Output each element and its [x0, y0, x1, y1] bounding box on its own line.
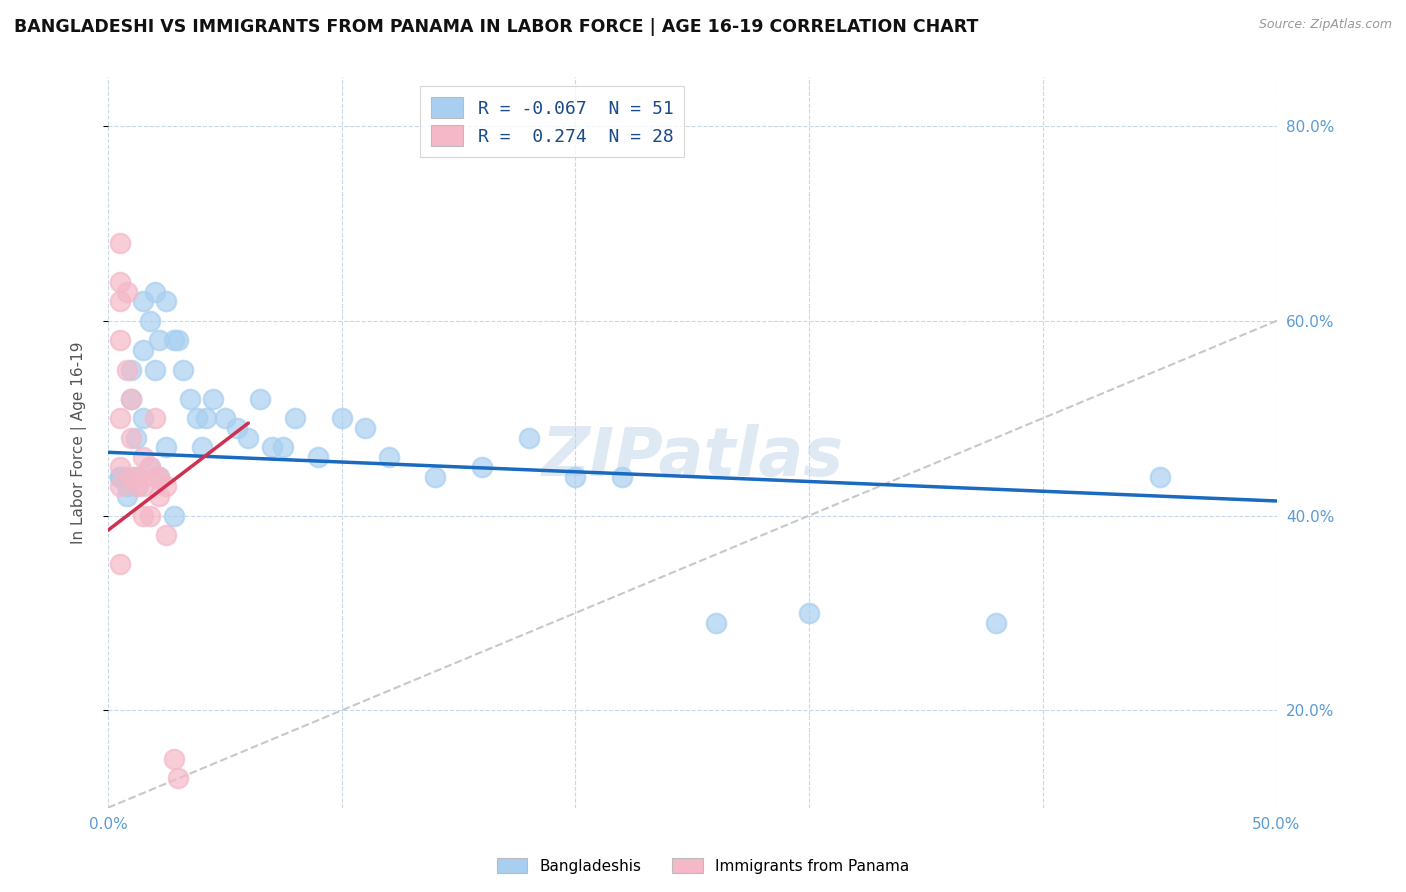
Point	[143, 285, 166, 299]
Point	[564, 469, 586, 483]
Point	[120, 362, 142, 376]
Point	[132, 479, 155, 493]
Point	[132, 450, 155, 465]
Point	[115, 479, 138, 493]
Point	[127, 469, 149, 483]
Point	[195, 411, 218, 425]
Point	[517, 431, 540, 445]
Point	[125, 469, 148, 483]
Point	[115, 489, 138, 503]
Point	[108, 294, 131, 309]
Point	[115, 469, 138, 483]
Point	[273, 441, 295, 455]
Point	[186, 411, 208, 425]
Point	[139, 459, 162, 474]
Point	[120, 431, 142, 445]
Point	[132, 508, 155, 523]
Point	[249, 392, 271, 406]
Point	[214, 411, 236, 425]
Point	[108, 469, 131, 483]
Point	[127, 479, 149, 493]
Text: BANGLADESHI VS IMMIGRANTS FROM PANAMA IN LABOR FORCE | AGE 16-19 CORRELATION CHA: BANGLADESHI VS IMMIGRANTS FROM PANAMA IN…	[14, 18, 979, 36]
Point	[354, 421, 377, 435]
Point	[108, 459, 131, 474]
Point	[148, 489, 170, 503]
Point	[155, 294, 177, 309]
Point	[132, 343, 155, 357]
Point	[120, 469, 142, 483]
Point	[202, 392, 225, 406]
Point	[377, 450, 399, 465]
Point	[143, 469, 166, 483]
Point	[1149, 469, 1171, 483]
Point	[612, 469, 634, 483]
Point	[120, 392, 142, 406]
Point	[108, 469, 131, 483]
Legend: R = -0.067  N = 51, R =  0.274  N = 28: R = -0.067 N = 51, R = 0.274 N = 28	[420, 87, 685, 157]
Point	[238, 431, 260, 445]
Point	[471, 459, 494, 474]
Text: Source: ZipAtlas.com: Source: ZipAtlas.com	[1258, 18, 1392, 31]
Point	[143, 362, 166, 376]
Point	[115, 362, 138, 376]
Point	[108, 558, 131, 572]
Point	[425, 469, 447, 483]
Point	[132, 411, 155, 425]
Point	[155, 441, 177, 455]
Point	[155, 528, 177, 542]
Legend: Bangladeshis, Immigrants from Panama: Bangladeshis, Immigrants from Panama	[491, 852, 915, 880]
Point	[704, 615, 727, 630]
Point	[162, 752, 184, 766]
Point	[120, 392, 142, 406]
Point	[167, 334, 190, 348]
Point	[132, 294, 155, 309]
Point	[162, 334, 184, 348]
Point	[179, 392, 201, 406]
Point	[172, 362, 194, 376]
Point	[143, 411, 166, 425]
Point	[190, 441, 212, 455]
Point	[139, 508, 162, 523]
Text: ZIPatlas: ZIPatlas	[541, 425, 844, 491]
Point	[162, 508, 184, 523]
Point	[139, 459, 162, 474]
Point	[125, 431, 148, 445]
Point	[155, 479, 177, 493]
Point	[984, 615, 1007, 630]
Point	[225, 421, 247, 435]
Point	[108, 235, 131, 250]
Point	[115, 285, 138, 299]
Point	[797, 606, 820, 620]
Point	[284, 411, 307, 425]
Point	[125, 479, 148, 493]
Point	[108, 334, 131, 348]
Point	[139, 314, 162, 328]
Point	[148, 469, 170, 483]
Y-axis label: In Labor Force | Age 16-19: In Labor Force | Age 16-19	[72, 342, 87, 544]
Point	[148, 469, 170, 483]
Point	[148, 334, 170, 348]
Point	[108, 411, 131, 425]
Point	[108, 479, 131, 493]
Point	[167, 772, 190, 786]
Point	[307, 450, 329, 465]
Point	[108, 469, 131, 483]
Point	[108, 275, 131, 289]
Point	[330, 411, 353, 425]
Point	[260, 441, 283, 455]
